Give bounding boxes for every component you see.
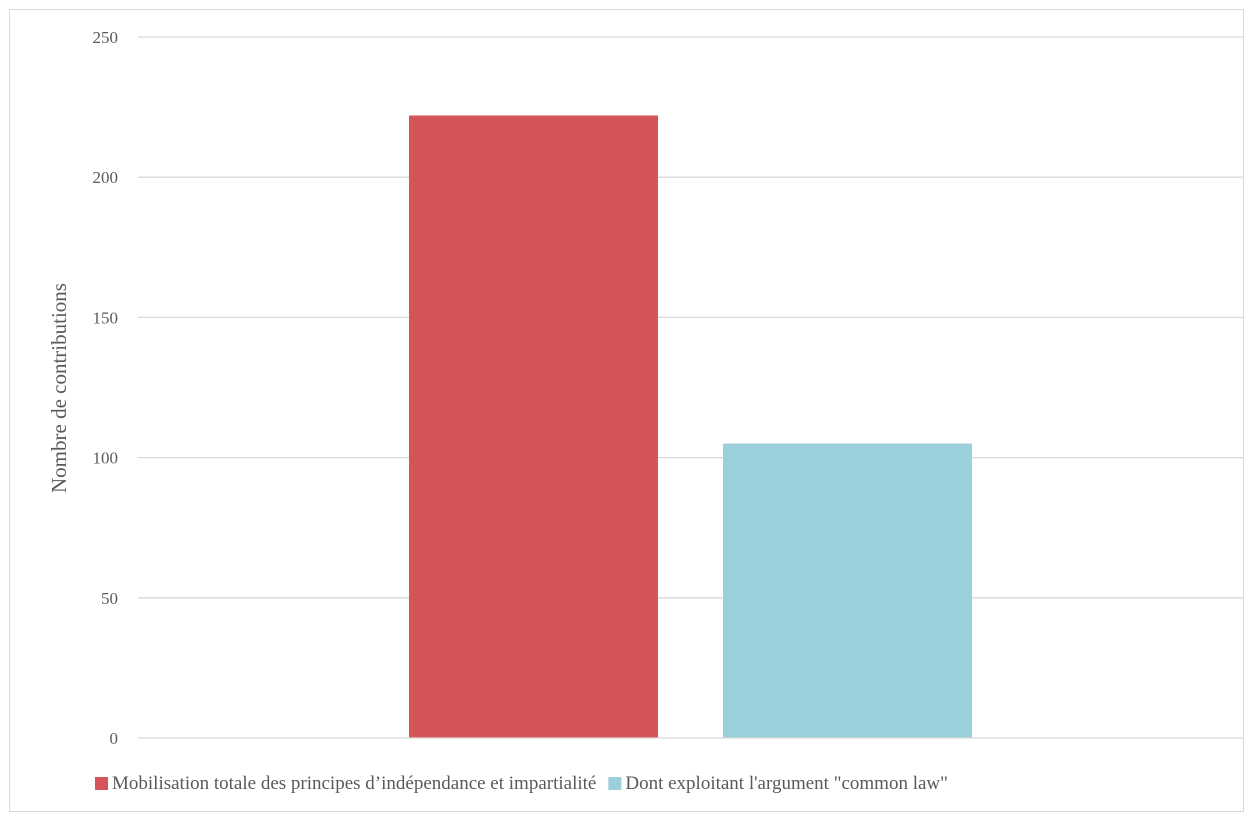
y-tick-label: 50	[101, 589, 118, 608]
legend-swatch	[608, 777, 622, 790]
y-tick-label: 0	[110, 729, 119, 748]
y-tick-label: 150	[93, 308, 119, 327]
legend: Mobilisation totale des principes d’indé…	[95, 773, 948, 794]
y-axis-title: Nombre de contributions	[47, 283, 71, 493]
bar	[409, 115, 658, 738]
gridlines	[138, 36, 1243, 599]
y-tick-labels: 0 50 100 150 200 250	[93, 28, 119, 748]
y-tick-label: 100	[93, 449, 119, 468]
legend-swatch	[95, 777, 108, 790]
legend-label: Mobilisation totale des principes d’indé…	[112, 773, 596, 794]
y-tick-label: 200	[93, 168, 119, 187]
bars	[409, 115, 972, 738]
legend-label: Dont exploitant l'argument "common law"	[625, 773, 948, 794]
bar	[723, 443, 972, 738]
y-tick-label: 250	[93, 28, 119, 47]
